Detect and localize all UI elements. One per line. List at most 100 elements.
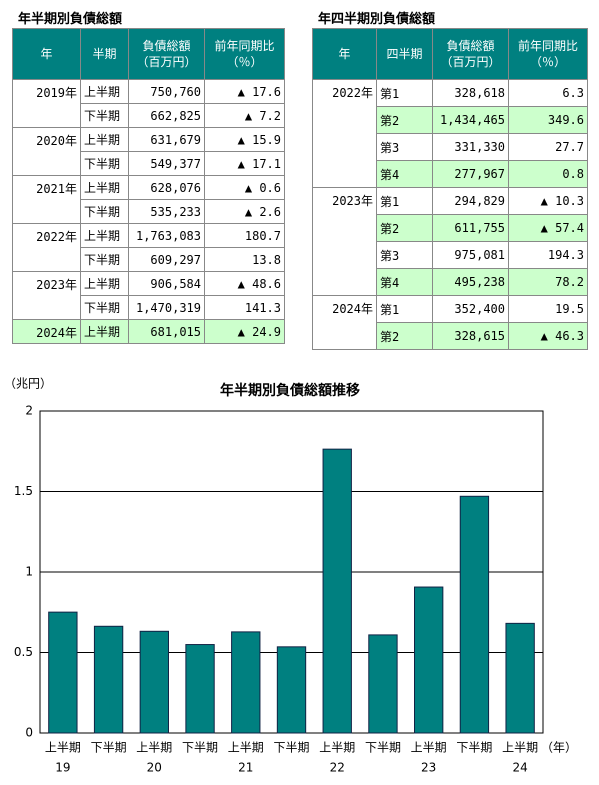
header-text: （％） xyxy=(226,55,263,69)
x-tick-label: 下半期 xyxy=(456,741,492,755)
cell: 第1 xyxy=(376,187,433,215)
header-cell: 前年同期比 （％） xyxy=(508,28,588,80)
row: 下半期 535,233 ▲ 2.6 xyxy=(13,199,285,224)
cell: ▲ 24.9 xyxy=(204,319,285,344)
year-cell: 2024年 xyxy=(312,295,377,350)
chart-title: 年半期別負債総額推移 xyxy=(220,382,360,399)
x-group-label: 22 xyxy=(330,761,345,775)
cell: 上半期 xyxy=(80,223,129,248)
header-row: 年 四半期 負債総額 （百万円） 前年同期比 （％） xyxy=(312,28,588,80)
year-cell: 2020年 xyxy=(12,127,81,176)
cell: 1,763,083 xyxy=(128,223,205,248)
row: 2019年 上半期 750,760 ▲ 17.6 xyxy=(12,79,285,128)
cell: 1,434,465 xyxy=(432,106,509,134)
row: 第2 1,434,465 349.6 xyxy=(313,106,588,134)
cell: 549,377 xyxy=(128,151,205,176)
cell: ▲ 48.6 xyxy=(204,271,285,296)
cell: 第1 xyxy=(376,79,433,107)
year-cell: 2023年 xyxy=(12,271,81,320)
bar xyxy=(185,644,215,734)
cell: 328,615 xyxy=(432,322,509,350)
cell: 750,760 xyxy=(128,79,205,104)
cell: 535,233 xyxy=(128,199,205,224)
header-cell: 四半期 xyxy=(376,28,433,80)
y-tick-label: 1.5 xyxy=(14,484,33,498)
header-row: 年 半期 負債総額 （百万円） 前年同期比 （％） xyxy=(12,28,285,80)
row: 2020年 上半期 631,679 ▲ 15.9 xyxy=(12,127,285,176)
row: 2023年 第1 294,829 ▲ 10.3 xyxy=(312,187,588,296)
cell: 349.6 xyxy=(508,106,588,134)
cell: ▲ 17.1 xyxy=(204,151,285,176)
header-text: 負債総額 xyxy=(142,39,191,53)
y-tick-label: 0.5 xyxy=(14,645,33,659)
cell: 611,755 xyxy=(432,214,509,242)
bar xyxy=(459,495,490,734)
row: 下半期 1,470,319 141.3 xyxy=(13,295,285,320)
table: 年半期 負債総額 （百万円） 前年同期比 （％） 2019年 上半期 750,760 ▲ 17.… xyxy=(12,28,285,344)
bar xyxy=(48,611,78,734)
cell: 6.3 xyxy=(508,79,588,107)
cell: ▲ 57.4 xyxy=(508,214,588,242)
cell: 下半期 xyxy=(80,151,129,176)
year-cell: 2021年 xyxy=(12,175,81,224)
x-tick-label: 上半期 xyxy=(411,741,447,755)
header-text: 負債総額 xyxy=(446,39,495,53)
cell: 13.8 xyxy=(204,247,285,272)
x-tick-label: 下半期 xyxy=(91,741,127,755)
cell: 277,967 xyxy=(432,160,509,188)
y-tick-label: 1 xyxy=(25,565,33,579)
cell: 上半期 xyxy=(80,127,129,152)
cell: ▲ 7.2 xyxy=(204,103,285,128)
cell: 975,081 xyxy=(432,241,509,269)
cell: 下半期 xyxy=(80,295,129,320)
table-title: 年四半期別負債総額 xyxy=(318,12,436,27)
x-tick-label: 上半期 xyxy=(136,741,172,755)
row: 2021年 上半期 628,076 ▲ 0.6 xyxy=(12,175,285,224)
year-cell: 2024年 xyxy=(12,319,81,344)
cell: 609,297 xyxy=(128,247,205,272)
cell: 第4 xyxy=(376,160,433,188)
cell: 第3 xyxy=(376,133,433,161)
cell: 180.7 xyxy=(204,223,285,248)
bar xyxy=(368,634,398,734)
cell: 19.5 xyxy=(508,295,588,323)
cell: 681,015 xyxy=(128,319,205,344)
year-cell: 2022年 xyxy=(12,223,81,272)
x-tick-label: 上半期 xyxy=(502,741,538,755)
header-cell: 年 xyxy=(312,28,377,80)
cell: ▲ 2.6 xyxy=(204,199,285,224)
table-title: 年半期別負債総額 xyxy=(18,12,123,27)
cell: 上半期 xyxy=(80,271,129,296)
x-group-label: 24 xyxy=(512,761,527,775)
cell: 662,825 xyxy=(128,103,205,128)
row: 第4 495,238 78.2 xyxy=(313,268,588,296)
row: 第2 328,615 ▲ 46.3 xyxy=(313,322,588,350)
header-cell: 前年同期比 （％） xyxy=(204,28,285,80)
y-tick-label: 2 xyxy=(25,404,33,418)
header-text: （％） xyxy=(529,55,566,69)
header-text: 前年同期比 xyxy=(214,39,275,53)
row: 下半期 609,297 13.8 xyxy=(13,247,285,272)
cell: 下半期 xyxy=(80,199,129,224)
row: 2022年 上半期 1,763,083 180.7 xyxy=(12,223,285,272)
x-unit: （年） xyxy=(541,741,577,755)
row: 2024年 第1 352,400 19.5 xyxy=(312,295,588,350)
cell: 下半期 xyxy=(80,103,129,128)
header-cell: 年 xyxy=(12,28,81,80)
bar xyxy=(231,631,261,734)
x-tick-label: 上半期 xyxy=(45,741,81,755)
header-text: 四半期 xyxy=(386,47,423,61)
cell: 906,584 xyxy=(128,271,205,296)
cell: 631,679 xyxy=(128,127,205,152)
cell: 第4 xyxy=(376,268,433,296)
header-text: 年 xyxy=(338,47,351,61)
cell: 78.2 xyxy=(508,268,588,296)
bar xyxy=(93,625,124,734)
cell: 上半期 xyxy=(80,319,129,344)
cell: 上半期 xyxy=(80,79,129,104)
row: 2022年 第1 328,618 6.3 xyxy=(312,79,588,188)
year-cell: 2019年 xyxy=(12,79,81,128)
cell: 628,076 xyxy=(128,175,205,200)
